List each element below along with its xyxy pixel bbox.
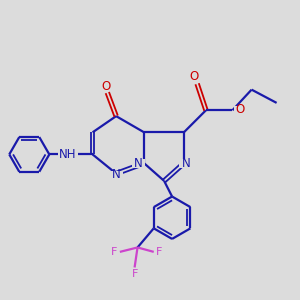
Text: F: F	[111, 247, 118, 257]
FancyBboxPatch shape	[130, 269, 139, 277]
Text: N: N	[182, 157, 190, 170]
Text: F: F	[156, 247, 162, 257]
Text: O: O	[190, 70, 199, 83]
FancyBboxPatch shape	[110, 248, 119, 256]
FancyBboxPatch shape	[155, 248, 163, 256]
Text: N: N	[134, 157, 142, 170]
Text: F: F	[131, 269, 138, 279]
FancyBboxPatch shape	[101, 82, 111, 91]
FancyBboxPatch shape	[234, 106, 244, 115]
FancyBboxPatch shape	[110, 171, 123, 179]
FancyBboxPatch shape	[132, 159, 145, 168]
Text: O: O	[101, 80, 110, 93]
FancyBboxPatch shape	[179, 159, 192, 168]
FancyBboxPatch shape	[189, 73, 199, 82]
FancyBboxPatch shape	[59, 150, 76, 159]
Text: N: N	[112, 168, 121, 181]
Text: NH: NH	[59, 148, 76, 161]
Text: O: O	[235, 103, 244, 116]
